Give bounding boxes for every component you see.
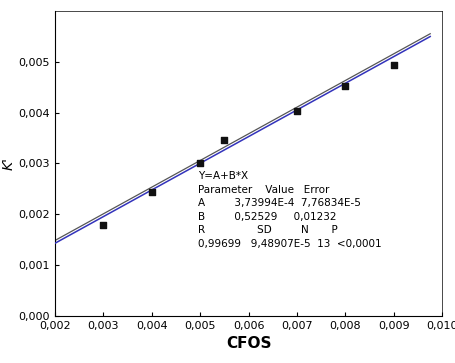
Y-axis label: K': K': [1, 157, 15, 170]
Text: Y=A+B*X
Parameter    Value   Error
A         3,73994E-4  7,76834E-5
B         0,: Y=A+B*X Parameter Value Error A 3,73994E…: [197, 171, 380, 249]
Point: [196, 160, 203, 166]
X-axis label: CFOS: CFOS: [225, 336, 271, 351]
Point: [147, 189, 155, 195]
Point: [99, 223, 106, 228]
Point: [220, 138, 228, 143]
Point: [293, 108, 300, 114]
Point: [389, 62, 397, 68]
Point: [341, 83, 349, 89]
